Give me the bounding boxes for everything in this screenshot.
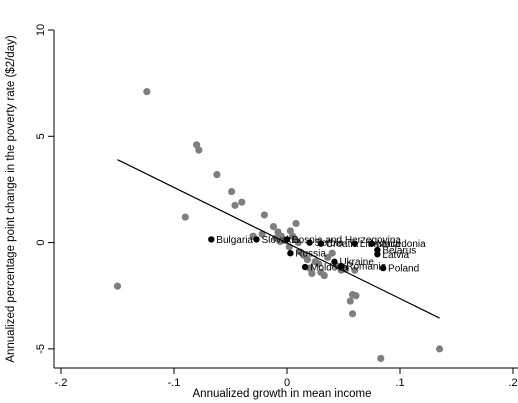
x-tick-label: .2: [508, 377, 517, 389]
gray-point: [315, 260, 323, 268]
y-tick-label: -5: [35, 344, 47, 354]
plot-area: -5 0 5 10 -.2 -.1 0 .1 .2 Bulgaria SlovakiaBosni…: [35, 24, 518, 389]
y-tick-label: 5: [35, 133, 47, 139]
gray-point: [231, 201, 239, 209]
gray-point-series: [113, 88, 444, 363]
point-label: Belarus: [382, 246, 416, 257]
gray-point: [286, 227, 294, 235]
highlight-point: [317, 240, 325, 247]
gray-point: [143, 88, 151, 96]
gray-point: [195, 146, 203, 154]
highlight-point: [351, 240, 358, 247]
x-axis-label: Annualized growth in mean income: [193, 388, 372, 400]
highlight-point: [306, 239, 313, 246]
y-tick-label: 0: [35, 240, 47, 246]
x-tick-label: -.1: [168, 377, 181, 389]
gray-point: [351, 266, 359, 274]
y-axis-label: Annualized percentage point change in th…: [5, 35, 17, 362]
highlight-point: [379, 264, 387, 272]
highlight-point: [331, 258, 338, 265]
x-tick-label: 0: [284, 377, 290, 389]
gray-point: [181, 213, 189, 221]
gray-point: [228, 187, 236, 196]
gray-point: [328, 249, 336, 257]
gray-point: [276, 237, 284, 246]
point-label: Moldova: [310, 263, 348, 274]
point-label: Croatia: [326, 239, 359, 250]
gray-point: [260, 211, 268, 219]
gray-point: [346, 297, 354, 305]
highlight-point: [253, 236, 260, 243]
highlight-point: [338, 262, 345, 270]
y-axis-ticks: -5 0 5 10: [35, 24, 54, 354]
point-label: Slovakia: [261, 235, 299, 246]
point-label: Bosnia and Herzegovina: [292, 235, 401, 246]
point-label: Poland: [388, 264, 419, 275]
x-tick-label: -.2: [55, 377, 68, 389]
gray-point: [377, 354, 385, 363]
point-label: Latvia: [382, 250, 409, 261]
gray-point: [292, 219, 300, 228]
highlight-point: [287, 250, 294, 257]
gray-point: [113, 282, 122, 290]
x-tick-label: .1: [395, 377, 404, 389]
point-label: Russia: [295, 249, 326, 260]
gray-point: [324, 253, 332, 262]
point-label: Macedonia: [377, 239, 426, 250]
fitted-line: [117, 159, 440, 319]
point-label: Bulgaria: [216, 235, 253, 246]
point-label: Lithuania: [360, 239, 401, 250]
gray-point: [352, 292, 360, 300]
highlight-point: [301, 263, 309, 271]
highlight-point: [208, 236, 215, 243]
y-tick-label: 10: [35, 24, 47, 36]
point-label: Romania: [346, 261, 386, 272]
gray-point: [320, 271, 328, 280]
gray-point: [238, 198, 246, 206]
point-label: Ukraine: [339, 257, 374, 268]
gray-point: [213, 170, 221, 179]
highlight-point: [374, 251, 381, 258]
highlight-point: [283, 236, 291, 243]
gray-point: [294, 238, 302, 247]
point-label: Serbia: [315, 238, 344, 249]
gray-point: [348, 310, 357, 318]
gray-point: [269, 223, 278, 231]
gray-point: [435, 345, 444, 353]
gray-point: [308, 269, 316, 278]
highlight-point: [368, 240, 375, 247]
gray-point: [303, 255, 311, 264]
x-axis-ticks: -.2 -.1 0 .1 .2: [55, 368, 518, 389]
